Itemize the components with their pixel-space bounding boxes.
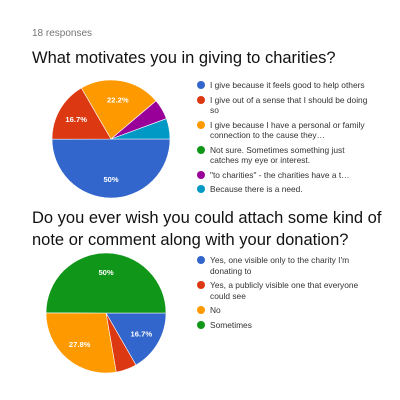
comment-wish-slice-label: 16.7% [131, 329, 153, 338]
comment-wish-legend-label: Sometimes [210, 319, 252, 330]
motivations-slice [80, 79, 157, 140]
comment-wish-legend-item: Yes, a publicly visible one that everyon… [197, 280, 372, 301]
question-2-title-line: note or comment along with your donation… [32, 231, 349, 249]
legend-comment-wish: Yes, one visible only to the charity I'm… [197, 255, 372, 334]
comment-wish-legend-item: Yes, one visible only to the charity I'm… [197, 255, 372, 276]
motivations-legend-label: I give out of a sense that I should be d… [210, 94, 368, 116]
comment-wish-legend-label: No [210, 305, 221, 315]
question-1-title: What motivates you in giving to charitie… [32, 49, 336, 67]
response-count: 18 responses [32, 28, 93, 39]
legend-swatch-icon [197, 120, 205, 129]
motivations-legend-item: I give because I have a personal or fami… [197, 120, 372, 141]
motivations-slice-label: 22.2% [107, 95, 129, 104]
motivations-legend-label: Not sure. Sometimes something just catch… [210, 144, 345, 166]
comment-wish-slice-label: 50% [98, 268, 113, 277]
comment-wish-slice [45, 312, 117, 374]
motivations-legend-item: "to charities" - the charities have a t… [197, 170, 372, 181]
legend-swatch-icon [197, 145, 205, 154]
question-2-title-line: Do you ever wish you could attach some k… [32, 209, 382, 227]
comment-wish-slice-label: 27.8% [69, 340, 91, 349]
legend-swatch-icon [197, 95, 205, 104]
motivations-slice [51, 87, 112, 140]
legend-swatch-icon [197, 320, 205, 329]
comment-wish-legend-item: Sometimes [197, 320, 372, 331]
question-2-title-text: Do you ever wish you could attach some k… [32, 209, 381, 249]
comment-wish-legend-label: Yes, a publicly visible one that everyon… [210, 280, 359, 301]
motivations-legend-item: I give because it feels good to help oth… [197, 80, 372, 91]
motivations-slice-label: 50% [103, 175, 118, 184]
question-2-title: Do you ever wish you could attach some k… [32, 207, 381, 251]
motivations-slice-label: 16.7% [65, 115, 87, 124]
motivations-slice [51, 138, 171, 199]
legend-motivations: I give because it feels good to help oth… [197, 80, 372, 199]
motivations-legend-item: Not sure. Sometimes something just catch… [197, 145, 372, 166]
motivations-legend-label: Because there is a need. [210, 184, 303, 194]
motivations-legend-label: "to charities" - the charities have a t… [210, 169, 350, 180]
comment-wish-legend-label: Yes, one visible only to the charity I'm… [210, 255, 350, 276]
legend-swatch-icon [197, 256, 205, 264]
motivations-legend-item: I give out of a sense that I should be d… [197, 95, 372, 116]
legend-swatch-icon [197, 306, 205, 314]
comment-wish-slice [45, 252, 167, 314]
legend-swatch-icon [197, 281, 205, 289]
comment-wish-legend-item: No [197, 305, 372, 316]
motivations-legend-label: I give because I have a personal or fami… [210, 119, 365, 141]
legend-swatch-icon [197, 185, 205, 193]
motivations-legend-item: Because there is a need. [197, 184, 372, 195]
motivations-legend-label: I give because it feels good to help oth… [210, 80, 365, 90]
comment-wish-slice [105, 312, 167, 366]
motivations-slice [110, 118, 171, 140]
legend-swatch-icon [197, 170, 205, 179]
legend-swatch-icon [197, 81, 205, 89]
